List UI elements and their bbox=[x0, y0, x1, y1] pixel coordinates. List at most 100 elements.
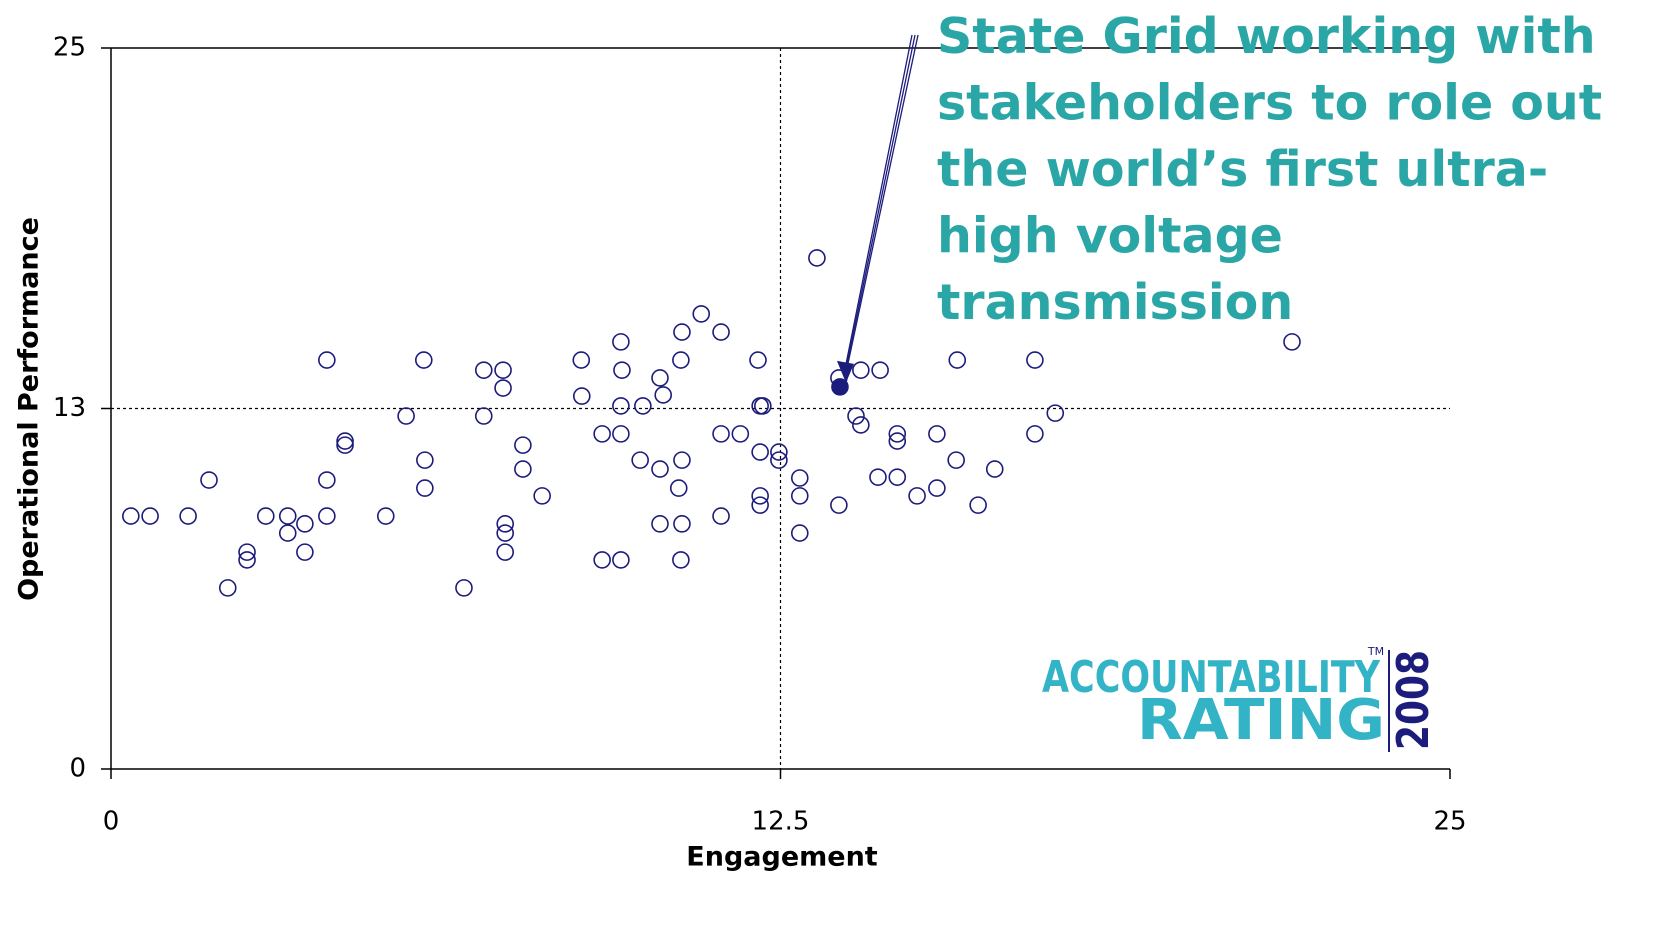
x-tick-label: 0 bbox=[103, 807, 120, 837]
data-point bbox=[533, 487, 551, 505]
logo-year: 2008 bbox=[1388, 650, 1439, 750]
data-point bbox=[218, 579, 237, 597]
data-point bbox=[122, 507, 140, 525]
arrow-shaft bbox=[844, 34, 913, 369]
data-point bbox=[888, 425, 907, 443]
data-point bbox=[179, 507, 197, 525]
data-point bbox=[200, 471, 218, 489]
data-point bbox=[634, 397, 652, 415]
data-point bbox=[256, 507, 275, 525]
data-point bbox=[1026, 351, 1044, 369]
data-point bbox=[928, 479, 946, 497]
data-point bbox=[751, 496, 769, 514]
arrow-shaft bbox=[845, 34, 916, 370]
data-point bbox=[296, 543, 314, 561]
data-point bbox=[852, 416, 870, 434]
logo-tm: TM bbox=[1367, 645, 1384, 658]
annotation-text: the world’s first ultra- bbox=[937, 141, 1548, 198]
data-point bbox=[631, 451, 649, 469]
data-point bbox=[278, 524, 297, 542]
y-tick-label: 0 bbox=[69, 754, 86, 784]
data-point bbox=[651, 515, 669, 533]
data-point bbox=[770, 443, 788, 461]
data-point bbox=[238, 543, 256, 561]
annotation-text: stakeholders to role out bbox=[937, 75, 1602, 132]
data-point bbox=[593, 425, 611, 443]
data-point bbox=[969, 496, 987, 514]
data-point bbox=[494, 379, 512, 397]
logo-top: ACCOUNTABILITY bbox=[1042, 652, 1381, 703]
data-point bbox=[414, 351, 433, 369]
data-point bbox=[831, 378, 849, 396]
x-axis-title: Engagement bbox=[686, 842, 878, 873]
y-tick-label: 13 bbox=[53, 393, 86, 423]
data-point bbox=[496, 543, 515, 561]
data-point bbox=[318, 507, 336, 525]
data-point bbox=[790, 469, 809, 487]
data-point bbox=[673, 515, 691, 533]
data-point bbox=[318, 471, 336, 489]
data-point bbox=[612, 333, 630, 351]
annotation-text: high voltage bbox=[937, 208, 1283, 265]
data-point bbox=[654, 386, 673, 404]
data-point bbox=[888, 432, 907, 450]
data-point bbox=[612, 425, 630, 443]
data-point bbox=[1046, 404, 1065, 422]
data-point bbox=[651, 369, 669, 387]
data-point bbox=[749, 351, 767, 369]
data-point bbox=[888, 468, 907, 486]
data-point bbox=[572, 387, 591, 405]
data-point bbox=[612, 551, 630, 569]
data-point bbox=[496, 524, 515, 542]
data-point bbox=[416, 479, 434, 497]
data-point bbox=[928, 425, 946, 443]
data-point bbox=[494, 361, 512, 379]
data-point bbox=[397, 407, 415, 425]
data-point bbox=[474, 361, 493, 379]
data-point bbox=[847, 407, 865, 425]
data-point bbox=[278, 507, 297, 525]
data-point bbox=[296, 515, 314, 533]
x-tick-label: 25 bbox=[1433, 807, 1466, 837]
data-point bbox=[830, 496, 848, 514]
x-tick-label: 12.5 bbox=[752, 807, 810, 837]
data-point bbox=[496, 515, 515, 533]
data-point bbox=[1283, 333, 1301, 351]
data-point bbox=[455, 579, 473, 597]
data-point bbox=[336, 436, 354, 454]
data-point bbox=[908, 487, 926, 505]
data-point bbox=[692, 305, 711, 323]
annotation-text: transmission bbox=[937, 274, 1293, 331]
arrow-head bbox=[836, 360, 854, 383]
data-point bbox=[871, 361, 889, 379]
data-point bbox=[318, 351, 336, 369]
y-axis-title: Operational Performance bbox=[14, 217, 45, 601]
logo: ACCOUNTABILITY RATING 2008 TM bbox=[1042, 645, 1439, 753]
data-point bbox=[751, 443, 769, 461]
data-point bbox=[514, 436, 532, 454]
data-point bbox=[238, 551, 256, 569]
data-point bbox=[790, 487, 809, 505]
data-point bbox=[947, 451, 965, 469]
arrow-shaft bbox=[846, 34, 919, 370]
data-point bbox=[770, 451, 788, 469]
data-point bbox=[672, 551, 690, 569]
data-point bbox=[673, 451, 691, 469]
annotation-text: State Grid working with bbox=[937, 8, 1596, 65]
data-point bbox=[808, 249, 826, 267]
data-point bbox=[712, 507, 730, 525]
data-point bbox=[948, 351, 967, 369]
data-point bbox=[790, 524, 809, 542]
data-point bbox=[672, 351, 690, 369]
data-point bbox=[376, 507, 395, 525]
data-point bbox=[712, 425, 730, 443]
data-point bbox=[751, 487, 769, 505]
data-point bbox=[416, 451, 434, 469]
data-point bbox=[141, 507, 159, 525]
data-point bbox=[669, 479, 688, 497]
data-point bbox=[712, 323, 730, 341]
logo-bottom: RATING bbox=[1137, 688, 1385, 753]
data-point bbox=[651, 460, 669, 478]
data-point bbox=[572, 351, 591, 369]
